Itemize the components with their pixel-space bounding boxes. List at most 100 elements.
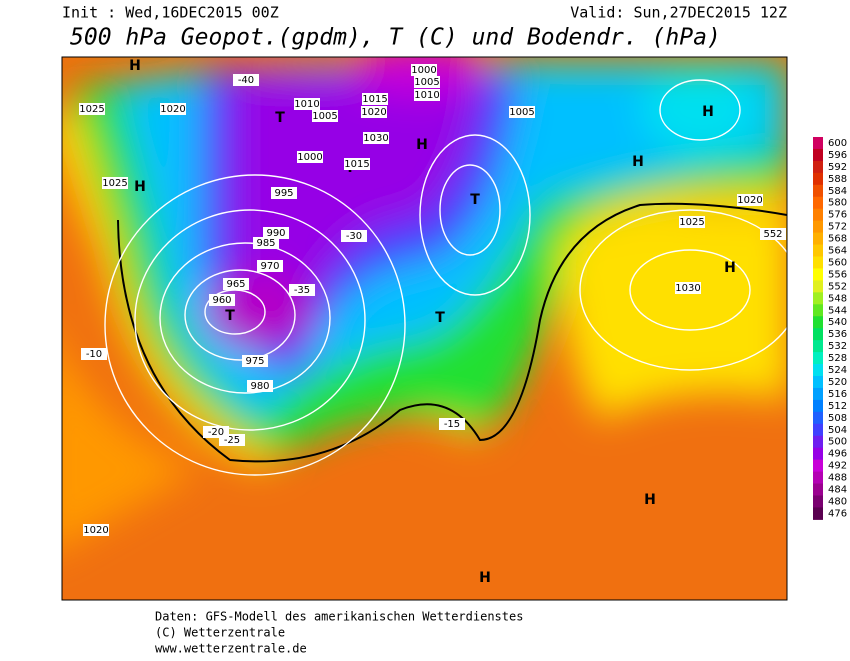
colorbar-cell xyxy=(813,268,823,281)
colorbar-label: 484 xyxy=(828,485,847,496)
label-box xyxy=(439,418,465,430)
colorbar-cell xyxy=(813,232,823,246)
isobars xyxy=(104,79,787,476)
label-box xyxy=(411,64,437,76)
footer-line: www.wetterzentrale.de xyxy=(155,642,307,656)
colorbar-label: 584 xyxy=(828,186,847,197)
title: 500 hPa Geopot.(gpdm), T (C) und Bodendr… xyxy=(70,25,721,51)
label-box xyxy=(312,110,338,122)
colorbar-label: 544 xyxy=(828,305,847,316)
footer-line: Daten: GFS-Modell des amerikanischen Wet… xyxy=(155,610,523,624)
init-text: Init : Wed,16DEC2015 00Z xyxy=(62,4,279,22)
contour-label: 1025 xyxy=(79,104,104,115)
label-box xyxy=(209,294,235,306)
contour-label: 965 xyxy=(226,279,245,290)
label-box xyxy=(247,380,273,392)
label-box xyxy=(737,194,763,206)
contour-label: 1015 xyxy=(344,159,369,170)
label-box xyxy=(81,348,107,360)
colorbar-label: 528 xyxy=(828,353,847,364)
label-box xyxy=(294,98,320,110)
colorbar-cell xyxy=(813,364,823,377)
label-box xyxy=(509,106,535,118)
contour-label: -40 xyxy=(238,75,254,86)
label-box xyxy=(263,227,289,239)
pressure-center: H xyxy=(724,260,736,276)
map-frame xyxy=(61,56,788,601)
contour-label: -30 xyxy=(346,231,362,242)
label-box xyxy=(203,426,229,438)
colorbar-cell xyxy=(813,376,823,389)
colorbar-label: 552 xyxy=(828,281,847,292)
contour-label: 995 xyxy=(274,188,293,199)
contour-label: 1025 xyxy=(679,217,704,228)
label-box xyxy=(363,132,389,144)
label-box xyxy=(289,284,315,296)
label-box xyxy=(341,230,367,242)
contour-label: 980 xyxy=(250,381,269,392)
map-labels: HHTHHTTHHTTHH102510201025101010051000995… xyxy=(79,58,786,586)
pressure-center: H xyxy=(632,154,644,170)
colorbar-label: 540 xyxy=(828,317,847,328)
colorbar-label: 520 xyxy=(828,377,847,388)
pressure-center: H xyxy=(479,570,491,586)
label-box xyxy=(79,103,105,115)
colorbar-label: 588 xyxy=(828,174,847,185)
colorbar-label: 492 xyxy=(828,461,847,472)
label-box xyxy=(414,89,440,101)
label-box xyxy=(675,282,701,294)
colorbar-label: 592 xyxy=(828,162,847,173)
label-box xyxy=(83,524,109,536)
colorbar-label: 596 xyxy=(828,150,847,161)
pressure-center: T xyxy=(470,192,480,208)
colorbar-cell xyxy=(813,423,823,437)
contour-label: 975 xyxy=(245,356,264,367)
pressure-center: H xyxy=(416,137,428,153)
colorbar-label: 560 xyxy=(828,257,847,268)
colorbar-label: 532 xyxy=(828,341,847,352)
colorbar-cell xyxy=(813,507,823,520)
colorbar-cell xyxy=(813,411,823,425)
pressure-center: H xyxy=(134,179,146,195)
contour-label: 1030 xyxy=(363,133,388,144)
footer-line: (C) Wetterzentrale xyxy=(155,626,285,640)
colorbar-label: 476 xyxy=(828,508,847,519)
colorbar-cell xyxy=(813,316,823,329)
colorbar-label: 488 xyxy=(828,473,847,484)
label-box xyxy=(257,260,283,272)
label-box xyxy=(361,106,387,118)
colorbar-cell xyxy=(813,137,823,150)
colorbar-cell xyxy=(813,352,823,365)
colorbar-label: 508 xyxy=(828,413,847,424)
colorbar-label: 504 xyxy=(828,425,847,436)
label-box xyxy=(253,237,279,249)
label-box xyxy=(223,278,249,290)
colorbar-label: 536 xyxy=(828,329,847,340)
colorbar-label: 524 xyxy=(828,365,847,376)
colorbar-cell xyxy=(813,304,823,317)
colorbar-cell xyxy=(813,220,823,234)
contour-label: 1025 xyxy=(102,178,127,189)
contour-label: 1020 xyxy=(160,104,185,115)
colorbar-cell xyxy=(813,208,823,222)
colorbar-label: 548 xyxy=(828,293,847,304)
colorbar-label: 512 xyxy=(828,401,847,412)
contour-label: 1005 xyxy=(312,111,337,122)
colorbar-label: 496 xyxy=(828,449,847,460)
label-box xyxy=(102,177,128,189)
colorbar-label: 572 xyxy=(828,222,847,233)
pressure-center: H xyxy=(702,104,714,120)
colorbar-label: 480 xyxy=(828,496,847,507)
colorbar-cell xyxy=(813,471,823,485)
contour-label: -15 xyxy=(444,419,460,430)
label-box xyxy=(362,93,388,105)
label-box xyxy=(271,187,297,199)
pressure-center: H xyxy=(644,492,656,508)
colorbar-cell xyxy=(813,244,823,257)
label-box xyxy=(242,355,268,367)
colorbar-label: 500 xyxy=(828,437,847,448)
contour-label: 1030 xyxy=(675,283,700,294)
colorbar-label: 600 xyxy=(828,138,847,149)
contour-label: 970 xyxy=(260,261,279,272)
